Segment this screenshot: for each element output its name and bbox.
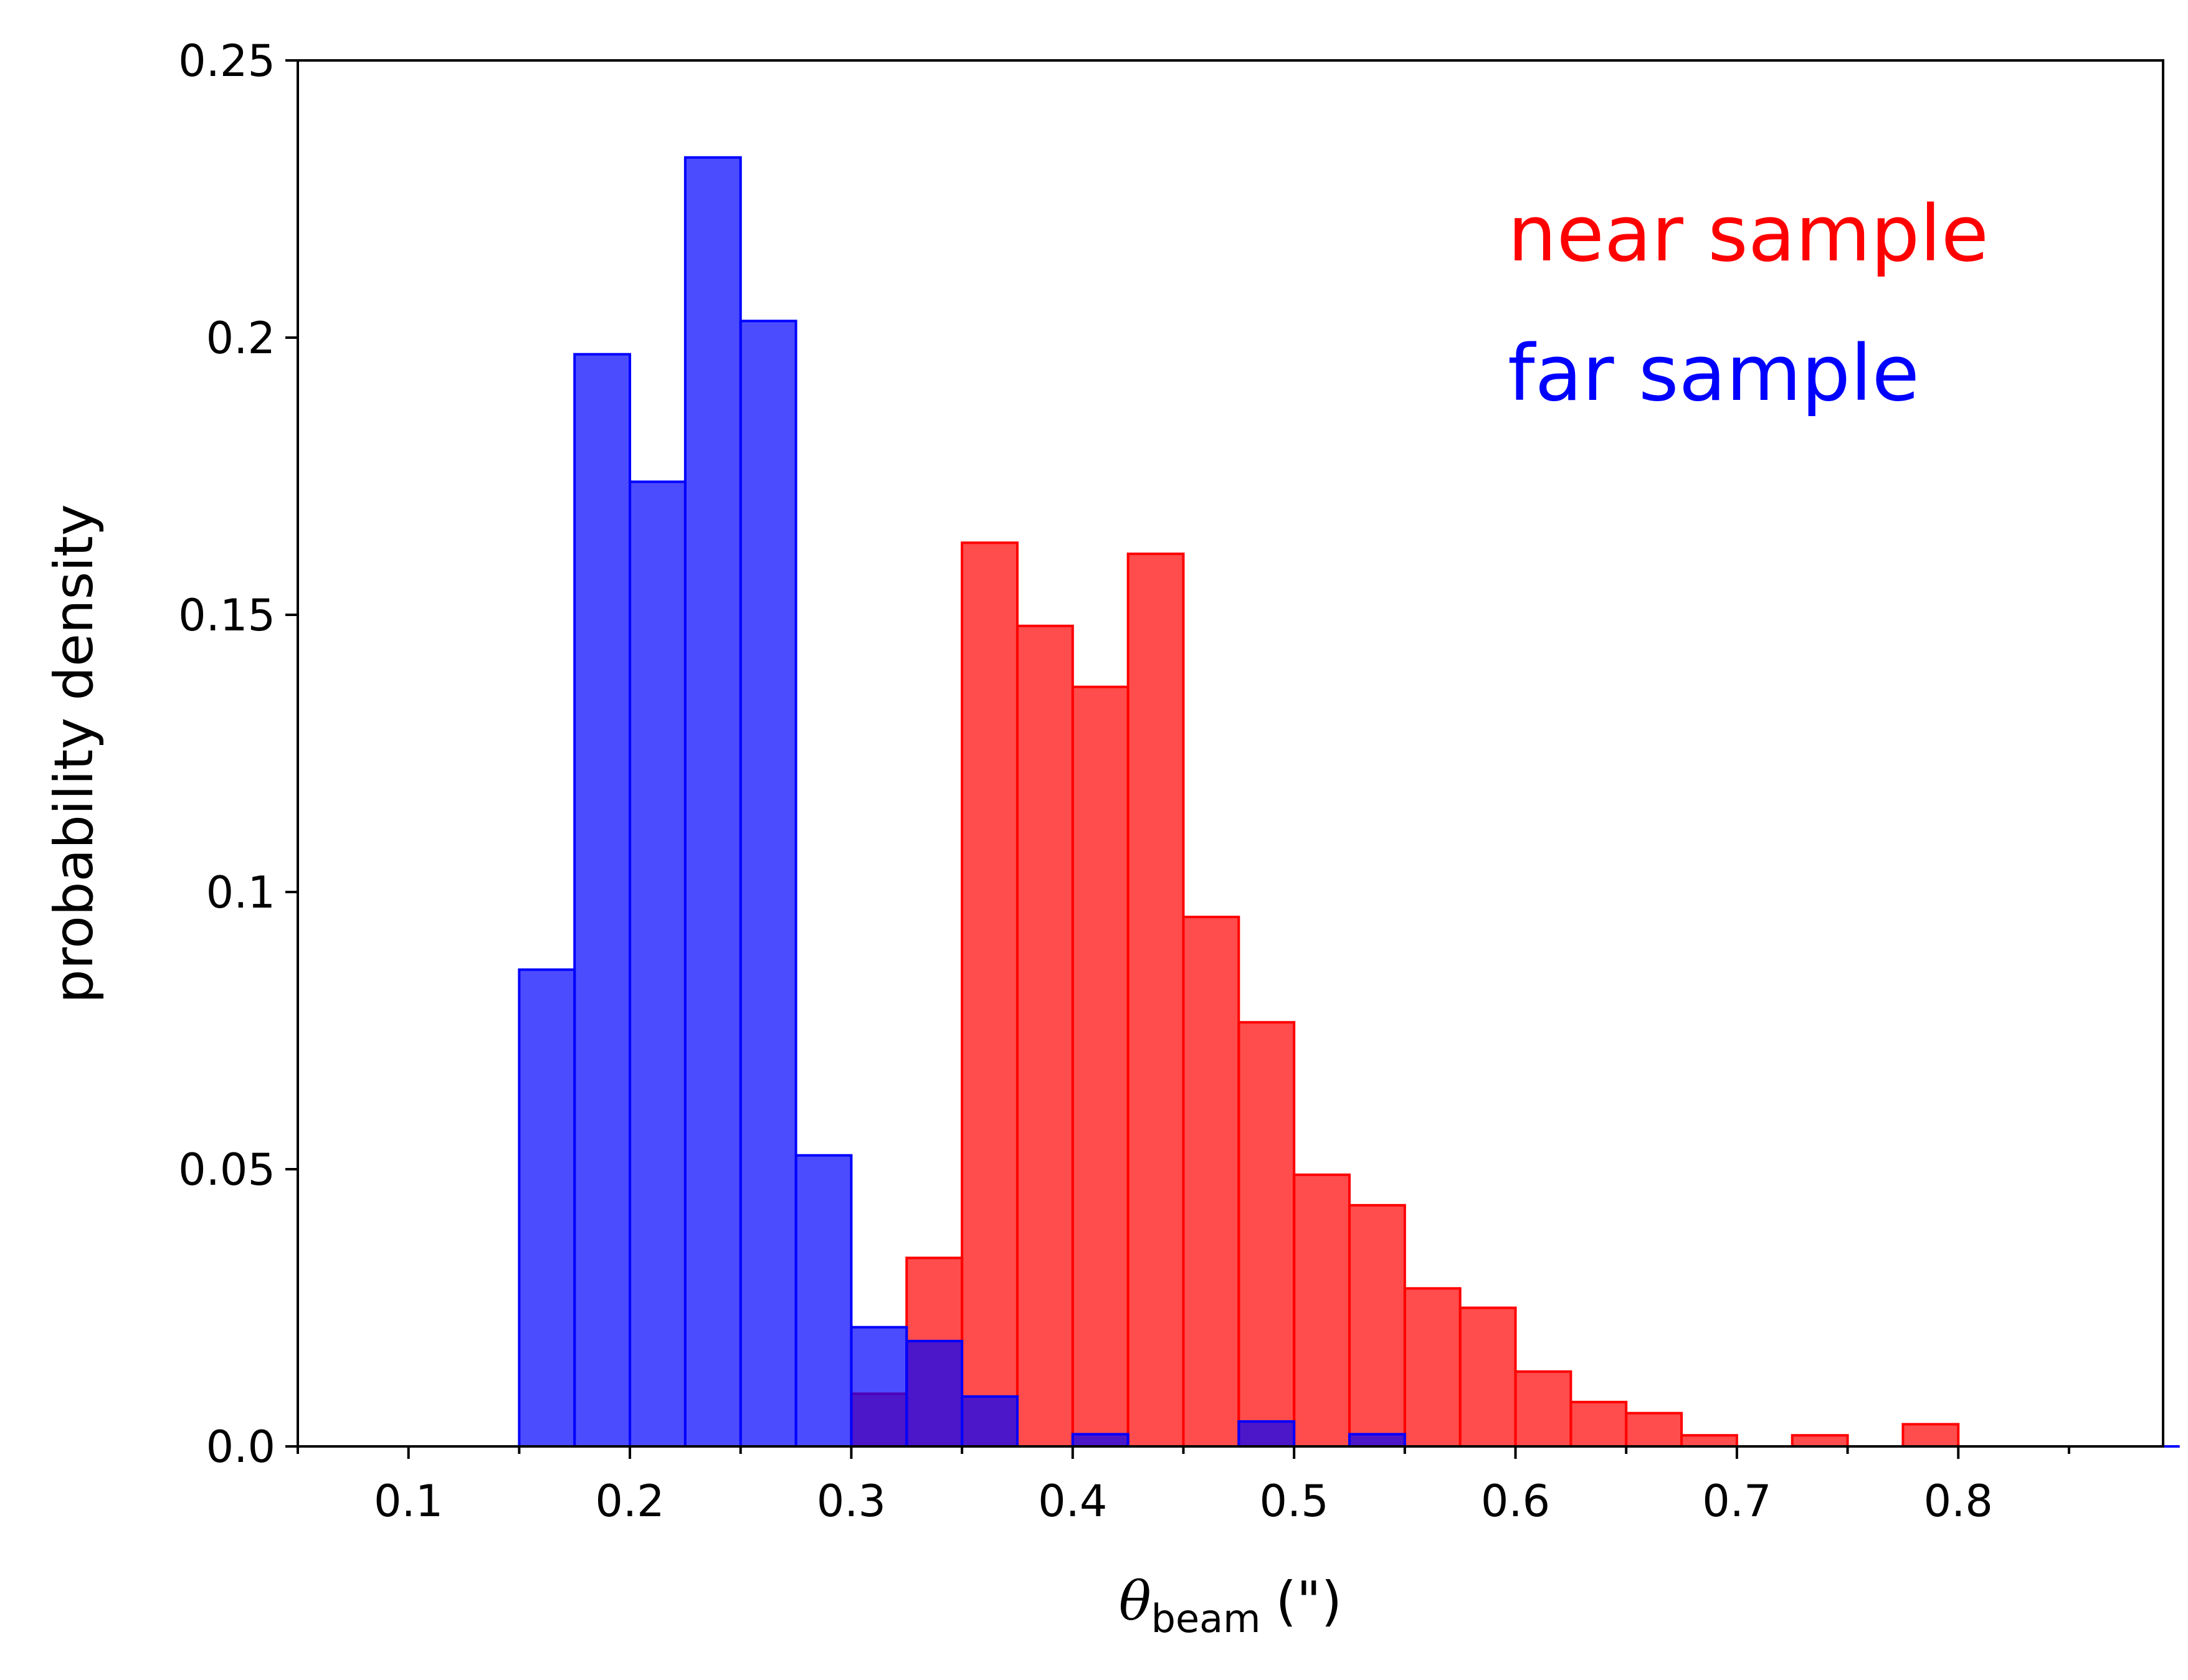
x-axis-label: θbeam (") <box>1119 1570 1342 1641</box>
y-tick-label: 0.2 <box>206 313 275 364</box>
y-axis-label: probability density <box>43 504 105 1004</box>
x-tick-label: 0.1 <box>374 1476 443 1527</box>
bar <box>573 353 632 1448</box>
bar <box>1791 1434 1849 1448</box>
x-tick-label: 0.4 <box>1038 1476 1107 1527</box>
x-ticks: 0.1 0.2 0.3 0.4 0.5 0.6 0.7 0.8 <box>297 1446 2070 1527</box>
x-tick-label: 0.6 <box>1481 1476 1550 1527</box>
x-tick-label: 0.8 <box>1924 1476 1993 1527</box>
x-axis-label-subscript: beam <box>1151 1596 1261 1641</box>
bar <box>1237 1021 1296 1448</box>
y-tick-label: 0.15 <box>178 590 275 641</box>
bar <box>1348 1433 1406 1448</box>
bar <box>1293 1173 1351 1448</box>
bar <box>961 1395 1019 1448</box>
y-tick-label: 0.05 <box>178 1144 275 1195</box>
bar <box>1126 553 1185 1448</box>
x-tick-label: 0.2 <box>595 1476 664 1527</box>
bar <box>1680 1434 1738 1448</box>
bar <box>1016 624 1074 1448</box>
bar <box>1569 1400 1628 1448</box>
bar <box>1403 1287 1462 1448</box>
y-tick-label: 0.1 <box>206 867 275 918</box>
bar <box>794 1154 853 1448</box>
bar <box>518 968 576 1448</box>
x-tick-label: 0.5 <box>1260 1476 1329 1527</box>
bar <box>1182 916 1240 1448</box>
legend-far-sample: far sample <box>1508 329 1919 419</box>
bar <box>1348 1203 1406 1448</box>
bar <box>905 1339 964 1448</box>
x-tick-label: 0.7 <box>1702 1476 1771 1527</box>
y-tick-label: 0.0 <box>206 1421 275 1473</box>
y-tick-label: 0.25 <box>178 36 275 87</box>
bar <box>629 480 687 1448</box>
bar <box>739 320 797 1448</box>
bar <box>1901 1423 1960 1448</box>
bar <box>1237 1420 1296 1448</box>
bar <box>961 541 1019 1448</box>
legend-near-sample: near sample <box>1508 189 1989 279</box>
x-axis-label-symbol: θ <box>1119 1570 1151 1633</box>
y-ticks: 0.0 0.05 0.1 0.15 0.2 0.25 <box>178 36 298 1473</box>
x-axis-label-unit: (") <box>1276 1570 1343 1633</box>
bar <box>1625 1412 1683 1448</box>
x-tick-label: 0.3 <box>817 1476 886 1527</box>
bar <box>1514 1370 1572 1448</box>
bar <box>1071 1433 1130 1448</box>
bar <box>850 1326 908 1448</box>
bar <box>1071 685 1130 1448</box>
bar <box>683 156 742 1448</box>
bar <box>1458 1306 1517 1448</box>
plot-frame <box>297 59 2164 1448</box>
